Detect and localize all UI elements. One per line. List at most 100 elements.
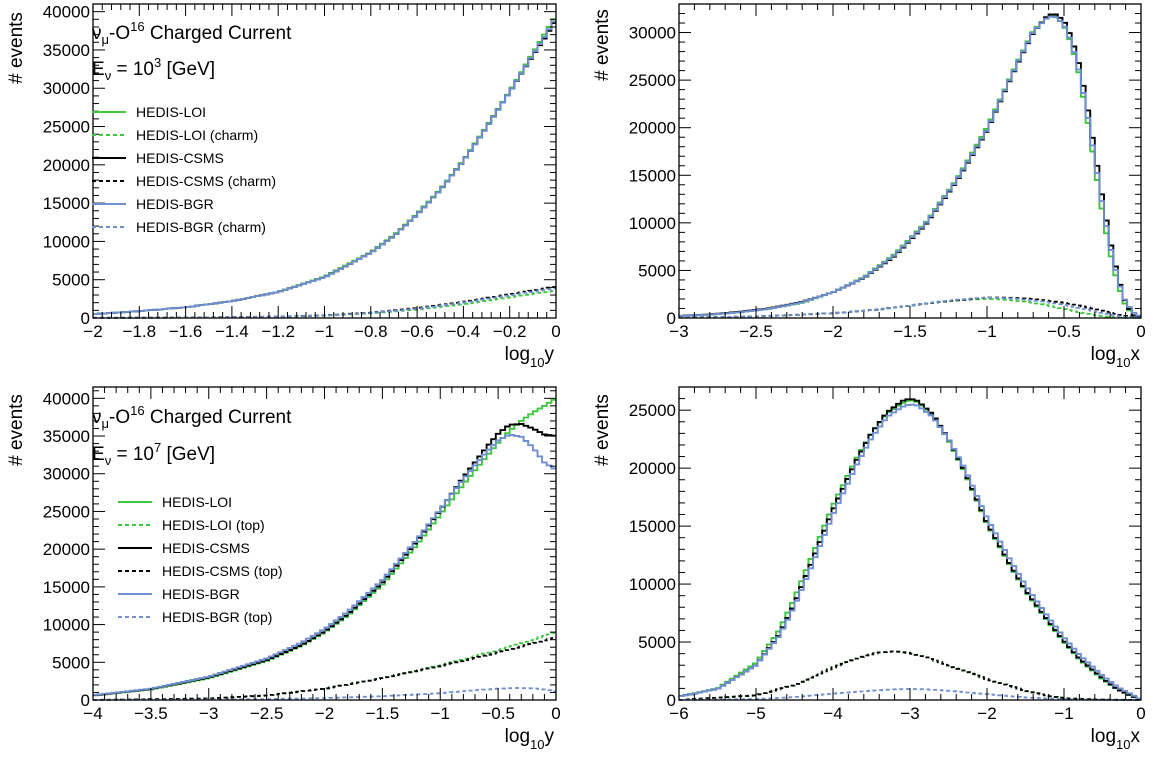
- y-tick-label: 15000: [629, 517, 676, 536]
- panel-top-right: −3 −2.5 −2 −1.5 −1 −0.5 0 0 5000 10000 15000 20000 2…: [592, 3, 1146, 370]
- y-tick-label: 30000: [629, 24, 676, 43]
- y-tick-label: 5000: [52, 653, 90, 672]
- annotation-energy: Eν = 107 [GeV]: [92, 440, 215, 468]
- x-tick-label: −1.8: [123, 322, 157, 341]
- axes-layer: −3 −2.5 −2 −1.5 −1 −0.5 0 0 5000 10000 15000 20000 2…: [629, 3, 1146, 341]
- y-tick-label: 10000: [43, 232, 90, 251]
- y-axis-label: # events: [592, 9, 613, 81]
- legend-label: HEDIS-CSMS: [162, 540, 250, 556]
- legend-label: HEDIS-LOI: [162, 494, 232, 510]
- x-tick-label: −2.5: [739, 322, 773, 341]
- panel-bottom-right: −6 −5 −4 −3 −2 −1 0 0 5000 10000 15000 20000 25000 #…: [592, 386, 1146, 752]
- y-tick-label: 35000: [43, 427, 90, 446]
- y-tick-label: 20000: [629, 119, 676, 138]
- y-tick-label: 0: [667, 309, 676, 328]
- y-tick-label: 15000: [43, 578, 90, 597]
- y-tick-label: 5000: [52, 271, 90, 290]
- series-line: [679, 14, 1141, 319]
- series-line: [93, 434, 556, 696]
- x-tick-label: −1: [1054, 704, 1073, 723]
- series-line: [679, 13, 1141, 319]
- y-tick-label: 10000: [629, 214, 676, 233]
- y-tick-label: 40000: [43, 389, 90, 408]
- y-tick-label: 20000: [43, 540, 90, 559]
- y-tick-label: 0: [667, 691, 676, 710]
- y-tick-label: 30000: [43, 79, 90, 98]
- legend-label: HEDIS-LOI: [136, 104, 206, 120]
- x-axis-label: log10y: [505, 344, 555, 370]
- x-tick-label: 0: [551, 704, 560, 723]
- axes-layer: −2 −1.8 −1.6 −1.4 −1.2 −1 −0.8 −0.6 −0.4 −0.2 0 0 50…: [43, 3, 561, 341]
- x-tick-label: −1: [977, 322, 996, 341]
- x-tick-label: −3: [199, 704, 218, 723]
- x-tick-label: −1.4: [215, 322, 249, 341]
- x-tick-label: −2: [977, 704, 996, 723]
- x-tick-label: −0.6: [400, 322, 434, 341]
- x-tick-label: −4: [823, 704, 842, 723]
- y-axis-label: # events: [592, 394, 613, 466]
- series-layer: [679, 13, 1141, 319]
- series-line: [679, 15, 1141, 317]
- series-line: [679, 403, 1141, 700]
- legend-label: HEDIS-BGR: [162, 586, 240, 602]
- y-tick-label: 20000: [43, 156, 90, 175]
- annotation-process: νμ-O16 Charged Current: [92, 19, 292, 47]
- x-tick-label: 0: [551, 322, 560, 341]
- series-layer: [679, 398, 1141, 701]
- legend-label: HEDIS-BGR: [136, 196, 214, 212]
- legend-label: HEDIS-CSMS: [136, 150, 224, 166]
- x-tick-label: 0: [1136, 322, 1145, 341]
- x-axis-label: log10x: [1091, 344, 1141, 370]
- x-tick-label: −1.6: [169, 322, 203, 341]
- y-tick-label: 35000: [43, 41, 90, 60]
- x-tick-label: −2: [823, 322, 842, 341]
- x-tick-label: −2.5: [250, 704, 284, 723]
- legend: HEDIS-LOI HEDIS-LOI (top) HEDIS-CSMS HEDIS-…: [118, 494, 283, 625]
- x-tick-label: −0.5: [1047, 322, 1081, 341]
- x-tick-label: −5: [746, 704, 765, 723]
- y-tick-label: 15000: [43, 194, 90, 213]
- x-tick-label: −1.5: [366, 704, 400, 723]
- y-tick-label: 25000: [43, 502, 90, 521]
- x-tick-label: −0.5: [481, 704, 515, 723]
- x-tick-label: −1: [431, 704, 450, 723]
- y-tick-label: 25000: [43, 118, 90, 137]
- x-tick-label: −6: [669, 704, 688, 723]
- axes-layer: −4 −3.5 −3 −2.5 −2 −1.5 −1 −0.5 0 0 5000 10000 15000…: [43, 386, 561, 723]
- y-tick-label: 25000: [629, 401, 676, 420]
- x-tick-label: −2: [83, 322, 102, 341]
- x-tick-label: −4: [83, 704, 102, 723]
- x-tick-label: −1: [315, 322, 334, 341]
- series-line: [679, 650, 1141, 701]
- y-tick-label: 40000: [43, 3, 90, 22]
- y-tick-label: 10000: [629, 575, 676, 594]
- x-tick-label: −3: [669, 322, 688, 341]
- legend-label: HEDIS-CSMS (charm): [136, 173, 276, 189]
- panel-top-left: −2 −1.8 −1.6 −1.4 −1.2 −1 −0.8 −0.6 −0.4 −0.2 0 0 50…: [6, 3, 561, 370]
- series-line: [93, 20, 556, 315]
- series-layer: [93, 398, 556, 701]
- series-line: [93, 687, 556, 701]
- x-tick-label: −1.5: [893, 322, 927, 341]
- panel-bottom-left: −4 −3.5 −3 −2.5 −2 −1.5 −1 −0.5 0 0 5000 10000 15000…: [6, 386, 561, 752]
- y-tick-label: 5000: [638, 261, 676, 280]
- x-axis-label: log10y: [505, 726, 555, 752]
- x-tick-label: −0.4: [447, 322, 481, 341]
- x-tick-label: −3: [900, 704, 919, 723]
- legend-label: HEDIS-BGR (charm): [136, 219, 266, 235]
- x-tick-label: −2: [315, 704, 334, 723]
- x-tick-label: 0: [1136, 704, 1145, 723]
- y-tick-label: 0: [81, 309, 90, 328]
- y-axis-label: # events: [6, 12, 27, 84]
- legend-label: HEDIS-LOI (top): [162, 517, 265, 533]
- x-tick-label: −0.8: [354, 322, 388, 341]
- axes-layer: −6 −5 −4 −3 −2 −1 0 0 5000 10000 15000 20000 25000: [629, 386, 1146, 723]
- legend-label: HEDIS-BGR (top): [162, 609, 272, 625]
- x-tick-label: −0.2: [493, 322, 527, 341]
- legend-label: HEDIS-LOI (charm): [136, 127, 258, 143]
- x-tick-label: −3.5: [134, 704, 168, 723]
- annotation-energy: Eν = 103 [GeV]: [92, 55, 215, 83]
- y-axis-label: # events: [6, 394, 27, 466]
- x-axis-label: log10x: [1091, 726, 1141, 752]
